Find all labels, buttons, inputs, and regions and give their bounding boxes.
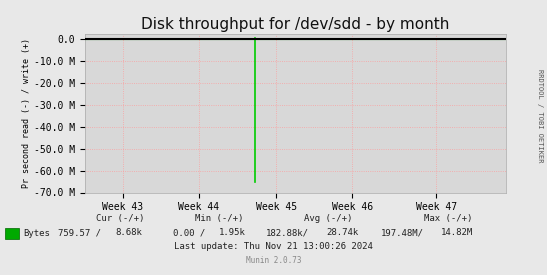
Text: Max (-/+): Max (-/+)	[424, 214, 473, 223]
Text: 28.74k: 28.74k	[326, 228, 358, 237]
Text: Avg (-/+): Avg (-/+)	[304, 214, 352, 223]
Text: RRDTOOL / TOBI OETIKER: RRDTOOL / TOBI OETIKER	[537, 69, 543, 162]
Y-axis label: Pr second read (-) / write (+): Pr second read (-) / write (+)	[22, 39, 31, 188]
Title: Disk throughput for /dev/sdd - by month: Disk throughput for /dev/sdd - by month	[141, 17, 450, 32]
Text: Munin 2.0.73: Munin 2.0.73	[246, 256, 301, 265]
Text: 197.48M/: 197.48M/	[381, 228, 424, 237]
Text: 182.88k/: 182.88k/	[266, 228, 309, 237]
Text: 14.82M: 14.82M	[441, 228, 473, 237]
Text: Min (-/+): Min (-/+)	[195, 214, 243, 223]
Text: Cur (-/+): Cur (-/+)	[96, 214, 144, 223]
Text: 0.00 /: 0.00 /	[173, 228, 205, 237]
Text: 1.95k: 1.95k	[219, 228, 246, 237]
Text: 8.68k: 8.68k	[115, 228, 142, 237]
Text: 759.57 /: 759.57 /	[58, 228, 101, 237]
Text: Bytes: Bytes	[23, 229, 50, 238]
Text: Last update: Thu Nov 21 13:00:26 2024: Last update: Thu Nov 21 13:00:26 2024	[174, 242, 373, 251]
